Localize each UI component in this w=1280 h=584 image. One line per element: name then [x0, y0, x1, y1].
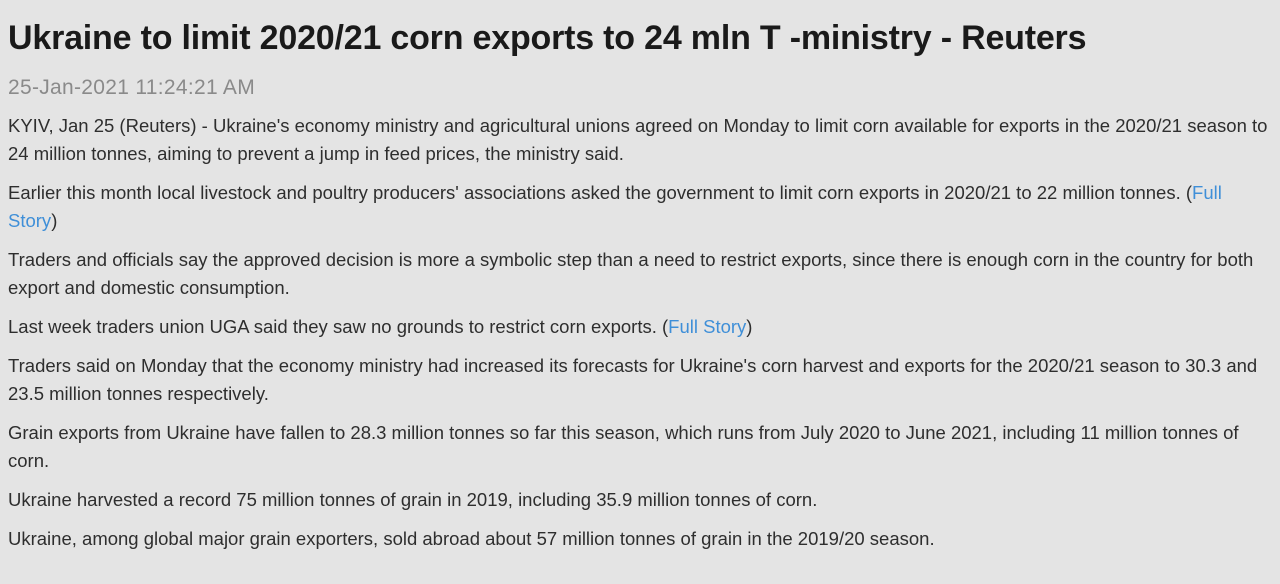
paragraph-7: Ukraine harvested a record 75 million to… — [8, 489, 818, 510]
paragraph-3: Traders and officials say the approved d… — [8, 249, 1254, 298]
paragraph-5: Traders said on Monday that the economy … — [8, 355, 1258, 404]
paragraph-4-text: Last week traders union UGA said they sa… — [8, 316, 669, 337]
paragraph-4-close: ) — [746, 316, 753, 337]
paragraph-8: Ukraine, among global major grain export… — [8, 528, 935, 549]
paragraph-2-text: Earlier this month local livestock and p… — [8, 182, 1193, 203]
paragraph-2: Earlier this month local livestock and p… — [8, 179, 1272, 235]
full-story-link-1[interactable]: Full Story — [8, 182, 1222, 231]
timestamp: 25-Jan-2021 11:24:21 AM — [8, 76, 256, 99]
paragraph-2-close: ) — [51, 210, 58, 231]
paragraph-1: KYIV, Jan 25 (Reuters) - Ukraine's econo… — [8, 115, 1268, 164]
headline: Ukraine to limit 2020/21 corn exports to… — [8, 19, 1087, 57]
full-story-link-2[interactable]: Full Story — [668, 316, 747, 337]
paragraph-6: Grain exports from Ukraine have fallen t… — [8, 422, 1239, 471]
article: Ukraine to limit 2020/21 corn exports to… — [8, 19, 1272, 549]
paragraph-4: Last week traders union UGA said they sa… — [8, 313, 1272, 341]
